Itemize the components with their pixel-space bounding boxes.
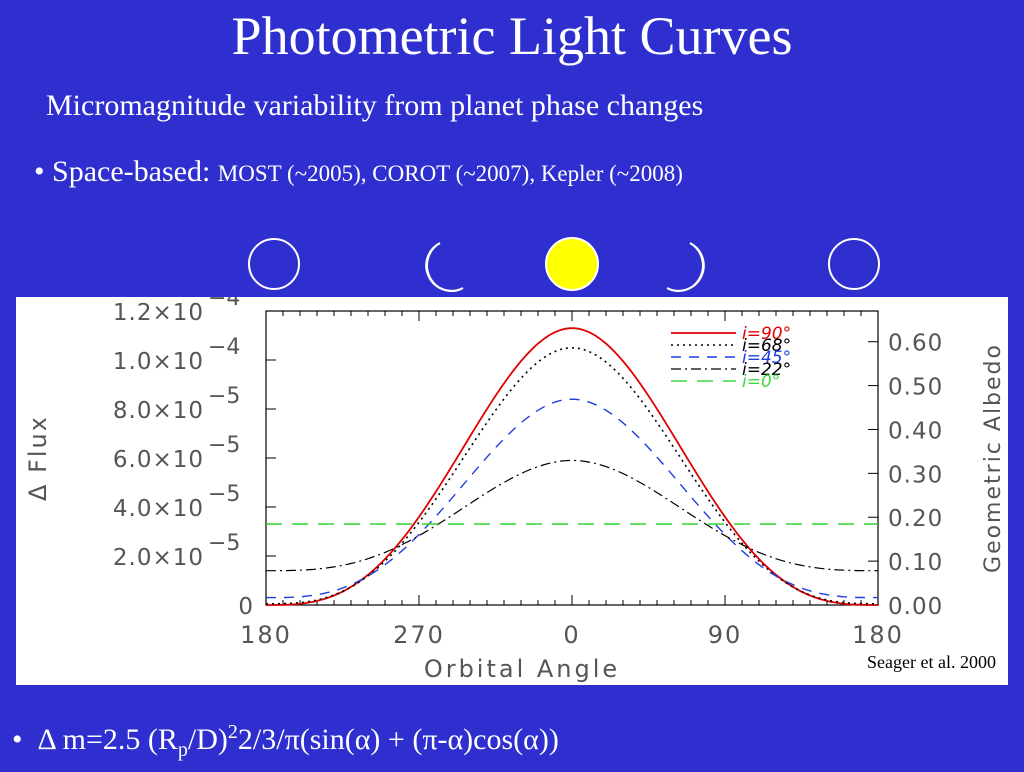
y-axis-label: Δ Flux (24, 415, 52, 501)
series-line-i22 (266, 459, 878, 572)
x-tick-label: 180 (240, 621, 292, 649)
waning-crescent-icon (666, 242, 705, 292)
bullet-marker: • (34, 155, 45, 188)
full-phase-icon (545, 237, 599, 291)
slide-title: Photometric Light Curves (231, 6, 793, 66)
citation: Seager et al. 2000 (867, 652, 996, 672)
y-tick-label: 1.0×10 (113, 349, 204, 375)
y-tick-exponent: −5 (208, 531, 240, 556)
y2-tick-label: 0.50 (888, 375, 943, 401)
y2-tick-label: 0.40 (888, 418, 943, 444)
light-curve-figure: 180 270 0 90 180 Orbital Angle 0 2.0×10 −5 4.0×10… (16, 297, 1008, 685)
y2-tick-label: 0.20 (888, 506, 943, 532)
legend-label: i=22° (742, 360, 791, 380)
x-axis-label: Orbital Angle (424, 655, 620, 683)
y-tick-exponent: −4 (208, 335, 240, 360)
x-tick-label: 270 (393, 621, 445, 649)
bullet-marker: • (12, 723, 23, 756)
y2-axis-label: Geometric Albedo (981, 343, 1006, 573)
new-phase-icon (828, 238, 880, 290)
series-line-i68 (266, 346, 878, 605)
y2-tick-label: 0.10 (888, 550, 943, 576)
y-tick-label: 0 (238, 594, 254, 620)
y-tick-exponent: −4 (208, 297, 240, 311)
y2-tick-label: 0.30 (888, 462, 943, 488)
y-tick-exponent: −5 (208, 433, 240, 458)
y-tick-exponent: −5 (208, 384, 240, 409)
y-tick-label: 6.0×10 (113, 447, 204, 473)
legend-label: i=45° (742, 348, 791, 368)
y-tick-label: 1.2×10 (113, 300, 204, 326)
formula-subscript: p (177, 739, 188, 761)
slide-subtitle: Micromagnitude variability from planet p… (46, 89, 704, 122)
formula-bullet: • Δ m=2.5 (Rp/D)22/3/π(sin(α) + (π-α)cos… (12, 710, 559, 772)
y2-tick-label: 0.00 (888, 594, 943, 620)
x-tick-label: 0 (563, 621, 580, 649)
formula-part1: Δ m=2.5 (R (37, 723, 178, 756)
formula-part3: 2/3/π(sin(α) + (π-α)cos(α)) (237, 723, 559, 756)
y-tick-label: 2.0×10 (113, 545, 204, 571)
bullet-lead: Space-based: (52, 155, 211, 188)
series-line-i45 (266, 398, 878, 599)
formula-part2: /D) (187, 723, 228, 756)
x-tick-label: 90 (708, 621, 743, 649)
legend-label: i=90° (742, 324, 791, 344)
x-tick-label: 180 (852, 621, 904, 649)
formula-superscript: 2 (227, 721, 238, 743)
y-tick-label: 4.0×10 (113, 496, 204, 522)
planet-phase-row (248, 237, 880, 292)
space-based-bullet: • Space-based: MOST (~2005), COROT (~200… (34, 150, 683, 196)
legend-label: i=68° (742, 336, 791, 356)
new-phase-icon (248, 238, 300, 290)
series-line-i90 (266, 327, 878, 606)
y2-tick-label: 0.60 (888, 331, 943, 357)
y-tick-label: 8.0×10 (113, 398, 204, 424)
legend-label: i=0° (742, 372, 780, 392)
mission-list: MOST (~2005), COROT (~2007), Kepler (~20… (217, 161, 683, 186)
waxing-crescent-icon (425, 242, 464, 292)
y-tick-exponent: −5 (208, 482, 240, 507)
